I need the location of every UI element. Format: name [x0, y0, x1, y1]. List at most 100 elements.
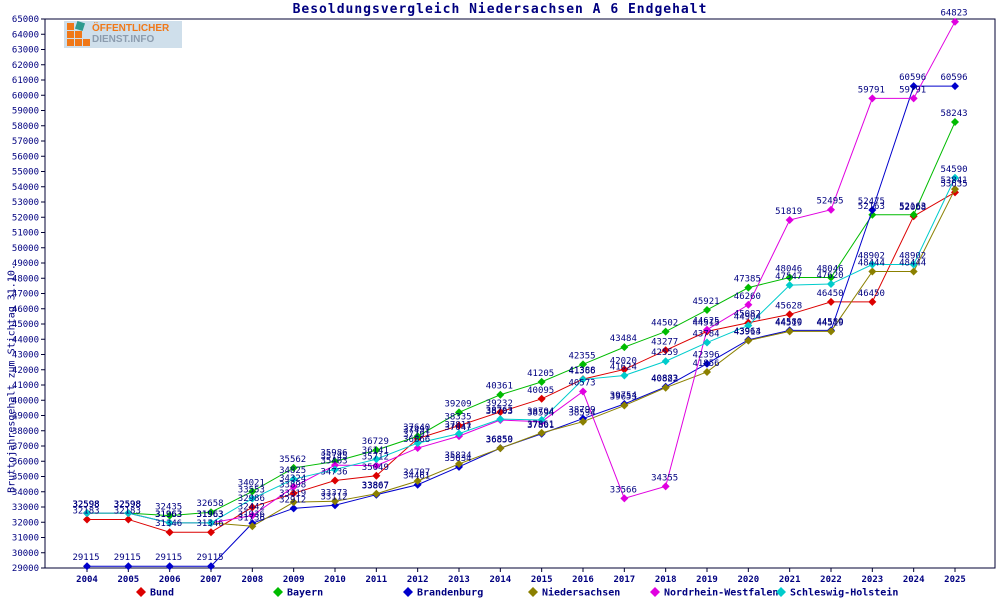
data-point-bayern — [537, 377, 546, 386]
point-label: 60596 — [899, 73, 926, 83]
data-point-bund — [331, 476, 339, 485]
y-tick-label: 42000 — [12, 366, 39, 376]
data-point-bayern — [827, 273, 835, 282]
data-point-schleswig-holstein — [537, 416, 546, 425]
chart-title: Besoldungsvergleich Niedersachsen A 6 En… — [292, 2, 708, 17]
y-tick-label: 59000 — [12, 107, 39, 117]
y-tick-label: 49000 — [12, 259, 39, 269]
y-tick-label: 33000 — [12, 503, 39, 513]
data-point-bayern — [289, 463, 298, 472]
point-label: 53635 — [940, 179, 967, 189]
legend-marker-icon — [650, 587, 660, 597]
point-label: 38704 — [527, 407, 554, 417]
data-point-bund — [165, 528, 174, 537]
point-label: 31963 — [155, 510, 182, 520]
data-point-nordrhein-westfalen — [372, 461, 381, 470]
legend-item-schleswig-holstein: Schleswig-Holstein — [776, 587, 898, 599]
data-point-brandenburg — [124, 562, 133, 571]
point-label: 42559 — [651, 348, 678, 358]
point-label: 39232 — [486, 399, 513, 409]
point-label: 43964 — [734, 327, 761, 337]
legend-marker-icon — [528, 587, 538, 597]
point-label: 48444 — [858, 258, 885, 268]
data-point-schleswig-holstein — [455, 429, 463, 438]
logo-square-icon — [83, 39, 90, 46]
y-tick-label: 63000 — [12, 46, 39, 56]
y-tick-label: 52000 — [12, 213, 39, 223]
data-point-nordrhein-westfalen — [248, 511, 257, 520]
point-label: 37647 — [444, 423, 471, 433]
point-label: 32658 — [196, 499, 223, 509]
data-point-bund — [455, 421, 463, 430]
data-point-niedersachsen — [744, 336, 753, 345]
plot-frame — [44, 18, 996, 569]
y-tick-label: 39000 — [12, 412, 39, 422]
x-tick-label: 2024 — [903, 575, 925, 585]
data-point-nordrhein-westfalen — [951, 17, 959, 26]
legend-item-niedersachsen: Niedersachsen — [528, 587, 620, 599]
data-point-bayern — [372, 446, 381, 455]
point-label: 34825 — [279, 466, 306, 476]
point-label: 35745 — [320, 452, 347, 462]
data-point-nordrhein-westfalen — [579, 387, 587, 396]
data-point-brandenburg — [207, 562, 215, 571]
point-label: 52068 — [899, 203, 926, 213]
y-tick-label: 41000 — [12, 381, 39, 391]
data-point-bayern — [579, 360, 587, 369]
point-label: 32183 — [114, 506, 141, 516]
y-tick-label: 53000 — [12, 198, 39, 208]
data-point-niedersachsen — [289, 498, 298, 507]
y-tick-label: 43000 — [12, 351, 39, 361]
data-point-niedersachsen — [579, 417, 587, 426]
point-label: 41366 — [568, 366, 595, 376]
data-point-bund — [207, 528, 215, 537]
point-label: 48046 — [775, 265, 802, 275]
point-label: 33553 — [238, 486, 265, 496]
point-label: 34707 — [403, 468, 430, 478]
data-point-niedersachsen — [785, 327, 794, 336]
data-point-bayern — [951, 118, 959, 127]
x-tick-label: 2019 — [696, 575, 718, 585]
logo-square-icon — [67, 23, 74, 30]
data-point-schleswig-holstein — [289, 475, 298, 484]
legend-label: Niedersachsen — [542, 587, 620, 599]
point-label: 37640 — [403, 423, 430, 433]
point-label: 32986 — [238, 494, 265, 504]
data-point-niedersachsen — [331, 497, 339, 506]
x-tick-label: 2006 — [159, 575, 181, 585]
point-label: 35562 — [279, 455, 306, 465]
point-label: 43277 — [651, 337, 678, 347]
legend-item-bayern: Bayern — [273, 587, 323, 599]
x-tick-label: 2015 — [531, 575, 553, 585]
y-tick-label: 34000 — [12, 488, 39, 498]
point-label: 47620 — [816, 271, 843, 281]
y-tick-label: 65000 — [12, 15, 39, 25]
point-label: 32598 — [114, 500, 141, 510]
point-label: 33867 — [362, 481, 389, 491]
x-tick-label: 2012 — [407, 575, 429, 585]
point-label: 58243 — [940, 109, 967, 119]
data-point-schleswig-holstein — [909, 260, 918, 269]
data-point-nordrhein-westfalen — [785, 216, 794, 225]
legend-label: Nordrhein-Westfalen — [664, 587, 778, 599]
point-label: 47547 — [775, 272, 802, 282]
point-label: 29115 — [114, 553, 141, 563]
point-label: 37191 — [403, 430, 430, 440]
y-tick-label: 38000 — [12, 427, 39, 437]
point-label: 31963 — [155, 510, 182, 520]
point-label: 45921 — [692, 297, 719, 307]
point-label: 54590 — [940, 165, 967, 175]
point-label: 31936 — [238, 510, 265, 520]
data-point-nordrhein-westfalen — [331, 461, 339, 470]
data-point-brandenburg — [951, 82, 959, 91]
point-label: 36859 — [486, 435, 513, 445]
legend-label: Bund — [150, 588, 174, 599]
point-label: 31963 — [196, 510, 223, 520]
point-label: 40573 — [568, 379, 595, 389]
x-tick-label: 2016 — [572, 575, 594, 585]
point-label: 29115 — [196, 553, 223, 563]
point-label: 43913 — [734, 328, 761, 338]
point-label: 34324 — [279, 474, 306, 484]
y-tick-label: 64000 — [12, 30, 39, 40]
y-tick-label: 46000 — [12, 305, 39, 315]
